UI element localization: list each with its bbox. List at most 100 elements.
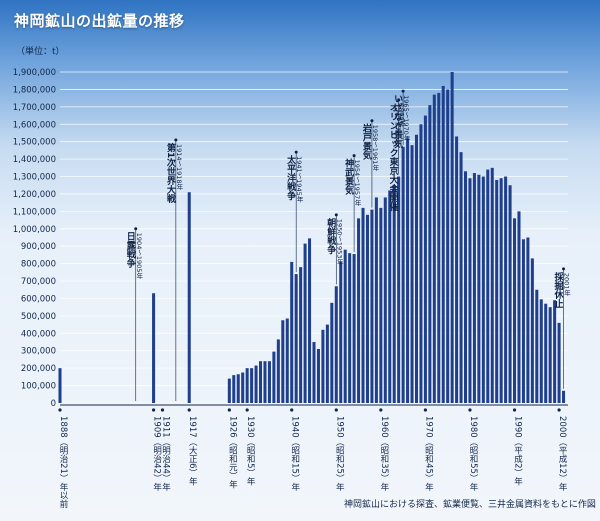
x-tick-label: 1970（昭和45）年 <box>423 416 433 492</box>
bar <box>152 293 156 403</box>
y-tick-label: 1,400,000 <box>13 155 56 165</box>
bar <box>530 258 534 403</box>
x-tick-label: 1990（平成2）年 <box>513 416 523 487</box>
bar <box>499 178 503 403</box>
y-tick-label: 1,700,000 <box>13 103 56 113</box>
y-tick-label: 500,000 <box>21 312 56 322</box>
x-tick-label: 1960（昭和35）年 <box>379 416 389 492</box>
annotation-label: 神武景気 <box>343 158 354 196</box>
bar <box>365 214 369 403</box>
x-tick-dot <box>379 408 383 412</box>
bar <box>272 351 276 403</box>
x-tick-dot <box>245 408 249 412</box>
x-tick-label: 1917（大正6）年 <box>187 416 197 487</box>
y-tick-label: 1,600,000 <box>13 120 56 130</box>
bar <box>290 261 294 403</box>
bar <box>481 176 485 403</box>
bar <box>58 368 62 403</box>
bar <box>259 361 263 403</box>
bar <box>343 249 347 403</box>
bar <box>428 105 432 403</box>
bar <box>379 207 383 403</box>
y-tick-label: 300,000 <box>21 347 56 357</box>
bar <box>446 89 450 403</box>
y-tick-label: 1,100,000 <box>13 207 56 217</box>
source-note: 神岡鉱山における探査、鉱業便覧、三井金属資料をもとに作図 <box>344 500 596 510</box>
bar <box>294 274 298 403</box>
bar <box>455 136 459 404</box>
x-tick-dot <box>468 408 472 412</box>
bar <box>263 361 267 403</box>
bar <box>553 300 557 403</box>
bar <box>348 253 352 403</box>
y-tick-label: 1,800,000 <box>13 85 56 95</box>
bar <box>521 239 525 403</box>
bar <box>321 329 325 403</box>
annotation-date: 2001年 <box>563 273 571 297</box>
bar <box>241 372 245 403</box>
bar <box>450 72 454 403</box>
bar <box>459 152 463 403</box>
x-tick-label: 1888（明治21）年以前 <box>58 416 68 509</box>
y-axis-unit-label: （単位：t） <box>16 47 65 57</box>
bar <box>312 342 316 403</box>
y-tick-label: 400,000 <box>21 329 56 339</box>
bar <box>330 302 334 403</box>
annotation-dot <box>294 150 298 154</box>
bar <box>495 180 499 403</box>
bar <box>236 374 240 403</box>
y-tick-label: 700,000 <box>21 277 56 287</box>
x-tick-label: 1950（昭和25）年 <box>334 416 344 492</box>
x-tick-dot <box>423 408 428 412</box>
annotation-date: 1954～1957年 <box>353 160 361 207</box>
bar <box>423 115 427 403</box>
bar <box>361 207 365 403</box>
y-tick-label: 900,000 <box>21 242 56 252</box>
annotation-label: 採掘休止 <box>553 271 565 308</box>
bar <box>316 348 320 403</box>
bar <box>539 299 543 403</box>
annotation-dot <box>174 138 178 142</box>
bar <box>401 146 405 403</box>
annotation-label: オリンピック東京大会開催 <box>388 103 399 212</box>
x-tick-label: 2000（平成12）年 <box>557 416 567 492</box>
y-tick-label: 1,300,000 <box>13 173 56 183</box>
bar <box>397 176 401 403</box>
annotation-dot <box>401 89 405 93</box>
x-tick-dot <box>227 408 231 412</box>
x-tick-dot <box>160 408 165 412</box>
bar <box>339 261 343 403</box>
annotation-date: 1941～1945年 <box>295 156 303 203</box>
bar <box>383 197 387 403</box>
bar <box>325 324 329 403</box>
bar <box>406 138 410 403</box>
bar <box>419 124 423 404</box>
bar <box>544 303 548 403</box>
bar <box>187 192 191 403</box>
x-tick-dot <box>187 408 191 412</box>
x-tick-label: 1980（昭和55）年 <box>468 416 478 492</box>
y-tick-label: 0 <box>51 399 56 409</box>
annotation-dot <box>134 227 138 231</box>
bar <box>468 178 472 403</box>
annotation-dot <box>334 213 338 217</box>
bar <box>299 267 303 403</box>
y-tick-label: 800,000 <box>21 260 56 270</box>
x-tick-label: 1940（昭和15）年 <box>290 416 300 492</box>
x-tick-dot <box>334 408 338 412</box>
bar <box>548 307 552 403</box>
bar <box>232 375 236 403</box>
bar <box>490 167 494 403</box>
annotation-dot <box>397 98 401 102</box>
annotation-date: 1964年 <box>398 104 406 128</box>
annotation-label: 朝鮮戦争 <box>325 217 336 255</box>
annotation-date: 1958～1961年 <box>371 125 379 172</box>
bar <box>303 243 307 403</box>
annotation-date: 1965～1970年 <box>402 95 410 142</box>
bar <box>374 197 378 403</box>
bar <box>414 134 419 403</box>
x-tick-label: 1930（昭和5）年 <box>245 416 255 487</box>
bar <box>504 176 508 403</box>
y-tick-label: 1,500,000 <box>13 138 56 148</box>
